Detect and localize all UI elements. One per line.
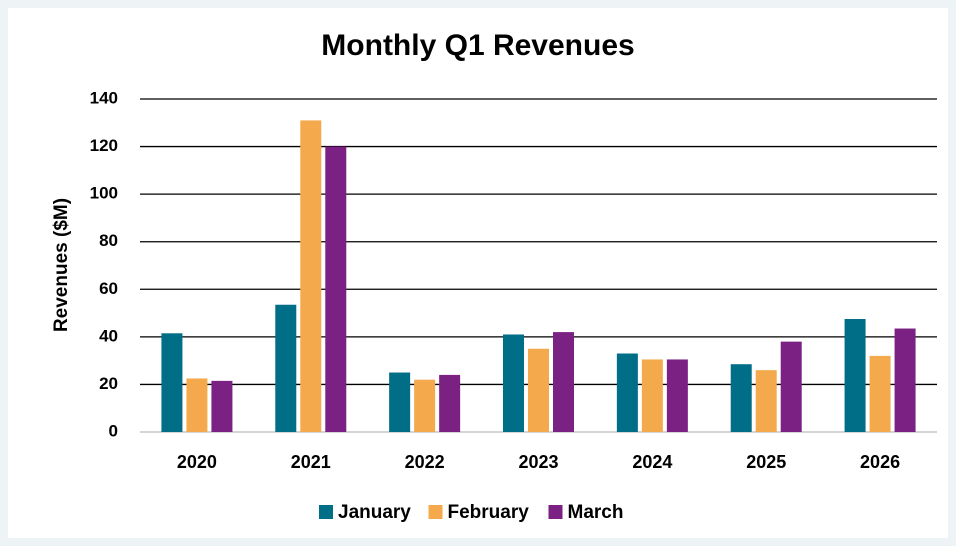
bar	[211, 380, 233, 432]
legend-swatch	[319, 505, 333, 519]
bar	[503, 334, 524, 432]
x-tick-label: 2020	[177, 452, 217, 472]
bar	[553, 332, 574, 432]
x-tick-label: 2026	[860, 452, 900, 472]
legend-label: February	[448, 502, 530, 523]
bar	[439, 374, 461, 432]
bar	[780, 341, 802, 432]
bar	[275, 304, 297, 432]
y-tick-label: 0	[109, 421, 118, 440]
y-tick-label: 120	[90, 136, 118, 155]
bar	[755, 370, 777, 432]
bar	[641, 359, 663, 432]
y-tick-label: 40	[99, 326, 118, 345]
y-tick-label: 60	[99, 279, 118, 298]
x-tick-label: 2022	[405, 452, 445, 472]
y-tick-label: 80	[99, 231, 118, 250]
bar	[414, 379, 436, 432]
bar	[666, 359, 688, 432]
legend-swatch	[428, 505, 443, 519]
bar	[300, 120, 322, 433]
chart-panel	[8, 8, 948, 538]
y-tick-label: 140	[90, 88, 118, 107]
legend-swatch	[548, 505, 563, 519]
chart-title: Monthly Q1 Revenues	[321, 29, 634, 62]
bar	[869, 355, 891, 432]
legend-label: January	[338, 502, 411, 523]
x-tick-label: 2025	[746, 452, 786, 472]
y-tick-label: 20	[99, 374, 118, 393]
bar	[844, 319, 866, 432]
bar	[186, 378, 208, 432]
bar	[730, 364, 752, 432]
bar	[616, 353, 638, 432]
x-tick-label: 2024	[632, 452, 672, 472]
x-tick-label: 2021	[291, 452, 331, 472]
x-tick-label: 2023	[518, 452, 558, 472]
bar	[894, 328, 916, 432]
y-axis-title: Revenues ($M)	[51, 198, 72, 332]
legend-label: March	[568, 502, 624, 523]
bar	[389, 372, 411, 432]
bar	[161, 333, 183, 432]
bar	[528, 348, 549, 432]
bar	[325, 146, 347, 433]
y-tick-label: 100	[90, 184, 118, 203]
